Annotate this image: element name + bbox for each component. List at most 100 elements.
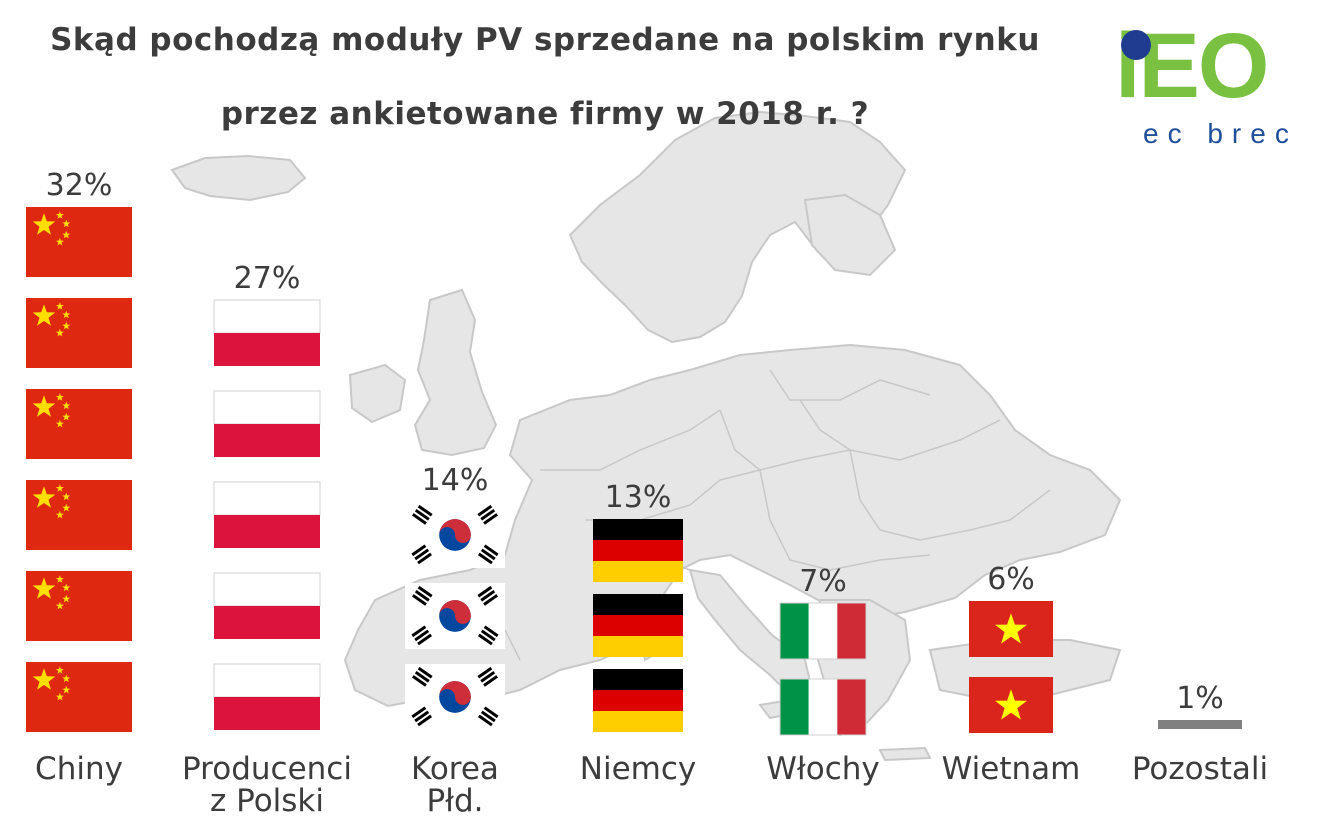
category-germany: 13% Niemcy (580, 480, 696, 787)
flag-china-icon (26, 298, 132, 368)
small-star-icon (55, 328, 64, 337)
trigram-bar (414, 629, 430, 642)
trigram-icon (411, 706, 432, 727)
trigram-bar (480, 670, 496, 683)
flag-field (26, 571, 132, 641)
flag-poland-icon (213, 299, 321, 366)
trigram-bar (477, 585, 493, 598)
star-icon (995, 613, 1027, 644)
small-star-icon (55, 419, 64, 428)
trigram-bar (414, 670, 430, 683)
trigram-icon (477, 504, 498, 525)
flag-china-icon (26, 571, 132, 641)
flag-band (808, 679, 838, 735)
trigram-bar (414, 508, 430, 521)
flag-white-band (213, 390, 321, 425)
trigram-icon (412, 504, 433, 525)
trigram-bar (412, 513, 427, 525)
small-star-icon (55, 510, 64, 519)
flag-band (593, 561, 683, 582)
trigram-bar (414, 548, 430, 561)
finland-shape (803, 193, 897, 277)
trigram-bar (480, 629, 496, 642)
small-star-icon (62, 219, 71, 228)
taegeuk-red-half (439, 681, 471, 705)
value-label: 6% (987, 562, 1035, 597)
trigram-icon (412, 666, 433, 687)
trigram-bar (414, 710, 430, 723)
flag-red-band (214, 697, 320, 730)
mainland-europe-shape (343, 343, 1122, 708)
flag-band (593, 519, 683, 540)
trigram-bar (478, 552, 493, 565)
trigram-bar (483, 706, 499, 719)
flag-china-icon (26, 207, 132, 277)
trigram-bar (417, 666, 433, 679)
category-label: Chiny (35, 751, 123, 787)
trigram-icon (478, 625, 499, 646)
big-star-icon (32, 395, 56, 417)
trigram-bar (411, 544, 427, 557)
iceland-shape (170, 154, 307, 202)
category-italy: 7% Włochy (766, 564, 879, 787)
flag-field (26, 389, 132, 459)
trigram-bar (483, 625, 499, 638)
trigram-icon (478, 706, 499, 727)
flag-poland-icon (213, 481, 321, 548)
taegeuk-red-half (439, 600, 471, 624)
big-star-icon (32, 213, 56, 235)
category-label: Pozostali (1132, 751, 1268, 787)
small-star-icon (55, 692, 64, 701)
small-star-icon (55, 393, 64, 401)
trigram-bar (480, 589, 496, 602)
category-none: 1% Pozostali (1132, 681, 1268, 787)
flag-germany-icon (593, 519, 683, 582)
flag-band (593, 636, 683, 657)
flag-germany-icon (593, 669, 683, 732)
trigram-bar (411, 706, 427, 719)
trigram-bar (414, 589, 430, 602)
small-star-icon (62, 674, 71, 683)
trigram-icon (477, 666, 498, 687)
trigram-bar (477, 666, 493, 679)
small-star-icon (62, 685, 71, 694)
flag-south-korea-icon (405, 664, 505, 730)
small-star-icon (62, 321, 71, 330)
flag-china-icon (26, 389, 132, 459)
trigram-icon (478, 544, 499, 565)
star-icon (995, 689, 1027, 720)
flag-italy-icon (779, 678, 867, 736)
big-star-icon (32, 668, 56, 690)
flag-band (780, 603, 809, 659)
value-label: 32% (46, 168, 113, 203)
small-star-icon (62, 401, 71, 410)
flag-white-band (213, 663, 321, 698)
category-label: Niemcy (580, 751, 696, 787)
category-label: Włochy (766, 751, 879, 787)
flag-band (808, 603, 838, 659)
flag-china-icon (26, 480, 132, 550)
category-label: z Polski (210, 783, 324, 819)
great-britain-shape (413, 288, 498, 457)
big-star-icon (32, 577, 56, 599)
big-star-icon (32, 486, 56, 508)
category-label: Producenci (182, 751, 352, 787)
small-star-icon (55, 601, 64, 610)
flag-band (593, 669, 683, 690)
flag-red-band (214, 333, 320, 366)
small-star-icon (62, 230, 71, 239)
small-star-icon (62, 412, 71, 421)
flag-band (593, 711, 683, 732)
trigram-bar (412, 594, 427, 606)
flag-white-band (213, 481, 321, 516)
flag-band (837, 679, 866, 735)
category-label: Wietnam (942, 751, 1081, 787)
small-star-icon (55, 302, 64, 310)
trigram-icon (412, 585, 433, 606)
trigram-bar (478, 714, 493, 727)
value-label: 1% (1176, 681, 1224, 716)
flag-poland-icon (213, 390, 321, 457)
trigram-bar (480, 710, 496, 723)
